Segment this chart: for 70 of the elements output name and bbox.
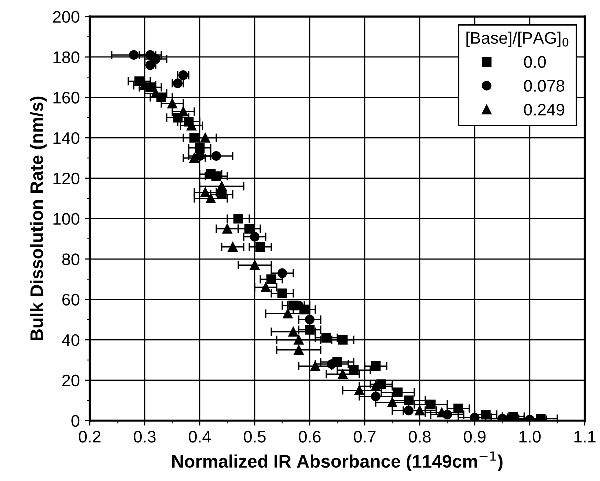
point (200, 188, 210, 198)
point (338, 335, 348, 345)
y-tick-label: 160 (54, 92, 80, 104)
x-tick-label: 1.1 (574, 431, 596, 443)
point (200, 133, 210, 143)
x-tick-label: 0.8 (409, 431, 431, 443)
x-tick-label: 0.2 (79, 431, 101, 443)
legend-title: [Base]/[PAG]$_{0}$ (466, 32, 569, 48)
y-tick-label: 20 (62, 374, 80, 387)
point (168, 98, 178, 109)
x-tick-label: 0.5 (244, 431, 266, 443)
point (222, 224, 232, 234)
legend-label: 0.078 (524, 80, 565, 92)
x-tick-label: 0.6 (299, 431, 321, 443)
y-tick-label: 100 (54, 213, 80, 226)
x-tick-label: 1.0 (520, 431, 541, 443)
point (278, 288, 288, 298)
legend-label: 0.249 (524, 104, 564, 116)
point (310, 361, 320, 372)
y-tick-label: 200 (53, 11, 80, 24)
x-tick-label: 0.3 (134, 431, 156, 443)
point (294, 345, 304, 356)
x-tick-label: 0.4 (189, 431, 212, 443)
point (305, 315, 315, 325)
point (404, 396, 414, 406)
point (454, 404, 464, 414)
y-tick-label: 60 (62, 294, 80, 306)
point (134, 76, 144, 86)
point (250, 260, 260, 270)
y-tick-label: 0 (72, 415, 80, 428)
y-axis-title: Bulk Dissolution Rate (nm/s) (30, 96, 47, 341)
point (338, 370, 348, 380)
point (129, 50, 139, 60)
point (371, 361, 381, 372)
point (217, 182, 227, 192)
x-axis-title: Normalized IR Absorbance (1149cm$^{−1}$) (172, 452, 503, 472)
y-tick-label: 140 (54, 132, 80, 144)
point (508, 412, 518, 421)
point (371, 382, 381, 392)
point (354, 386, 364, 396)
point (206, 194, 216, 204)
point (349, 366, 359, 376)
point (327, 359, 337, 370)
point (278, 268, 288, 278)
point (294, 335, 304, 345)
point (266, 274, 276, 284)
y-tick-label: 40 (62, 334, 80, 346)
point (393, 388, 403, 398)
point (178, 106, 188, 117)
point (234, 214, 244, 224)
point (250, 232, 260, 242)
point (190, 133, 200, 143)
point (426, 400, 436, 410)
x-tick-label: 0.9 (464, 431, 486, 443)
y-tick-label: 120 (54, 172, 80, 185)
point (376, 380, 386, 390)
point (228, 242, 238, 252)
point (195, 143, 205, 154)
point (261, 282, 271, 292)
point (212, 172, 222, 182)
point (283, 308, 293, 319)
legend-label: 0.0 (524, 56, 546, 68)
point (256, 242, 266, 252)
y-tick-label: 180 (54, 52, 80, 64)
point (244, 224, 254, 234)
y-tick-label: 80 (62, 254, 80, 266)
x-tick-label: 0.7 (354, 431, 376, 443)
point (404, 406, 414, 416)
point (151, 54, 161, 64)
point (371, 392, 381, 402)
